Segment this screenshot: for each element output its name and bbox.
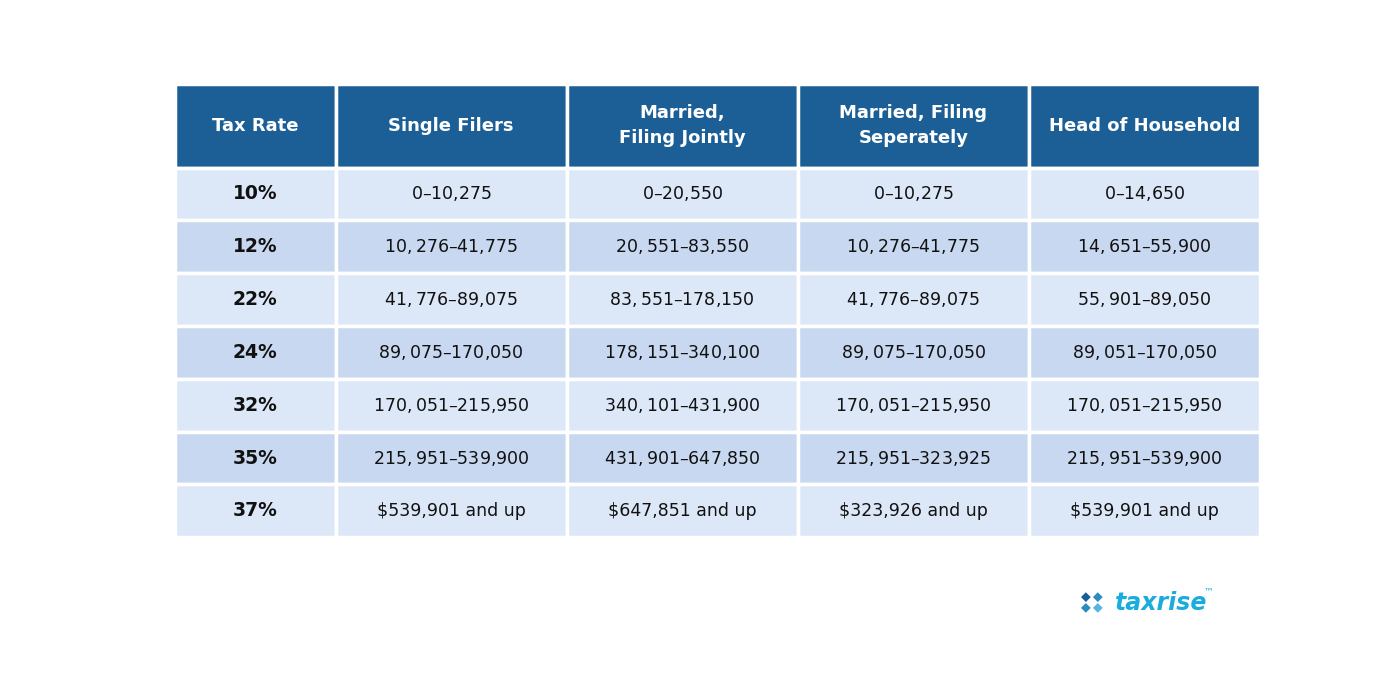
FancyBboxPatch shape xyxy=(175,484,336,538)
FancyBboxPatch shape xyxy=(336,484,567,538)
FancyBboxPatch shape xyxy=(1029,220,1260,273)
Text: $10,276 – $41,775: $10,276 – $41,775 xyxy=(847,237,980,256)
Text: $10,276 – $41,775: $10,276 – $41,775 xyxy=(384,237,518,256)
Text: $0 – $14,650: $0 – $14,650 xyxy=(1103,185,1186,204)
Polygon shape xyxy=(1081,603,1091,612)
Text: $0 – $10,275: $0 – $10,275 xyxy=(410,185,491,204)
FancyBboxPatch shape xyxy=(798,84,1029,167)
Text: Married,
Filing Jointly: Married, Filing Jointly xyxy=(619,104,746,147)
FancyBboxPatch shape xyxy=(336,167,567,220)
FancyBboxPatch shape xyxy=(798,326,1029,379)
Text: Head of Household: Head of Household xyxy=(1049,117,1240,135)
FancyBboxPatch shape xyxy=(175,84,336,167)
Text: $170,051 – $215,950: $170,051 – $215,950 xyxy=(372,395,529,414)
FancyBboxPatch shape xyxy=(798,220,1029,273)
Text: $0 – $10,275: $0 – $10,275 xyxy=(872,185,953,204)
Text: Tax Rate: Tax Rate xyxy=(211,117,298,135)
Text: $89,051 – $170,050: $89,051 – $170,050 xyxy=(1071,343,1217,362)
Text: $215,951 – $539,900: $215,951 – $539,900 xyxy=(372,449,529,468)
Text: $89,075 – $170,050: $89,075 – $170,050 xyxy=(840,343,986,362)
Text: $41,776 – $89,075: $41,776 – $89,075 xyxy=(847,290,980,309)
Text: $41,776 – $89,075: $41,776 – $89,075 xyxy=(384,290,518,309)
Text: $539,901 and up: $539,901 and up xyxy=(377,502,525,520)
FancyBboxPatch shape xyxy=(336,326,567,379)
FancyBboxPatch shape xyxy=(798,273,1029,326)
FancyBboxPatch shape xyxy=(1029,432,1260,484)
Text: $0 – $20,550: $0 – $20,550 xyxy=(641,185,722,204)
Text: $647,851 and up: $647,851 and up xyxy=(608,502,756,520)
FancyBboxPatch shape xyxy=(1029,484,1260,538)
FancyBboxPatch shape xyxy=(1029,273,1260,326)
Text: 37%: 37% xyxy=(232,501,277,520)
Text: 12%: 12% xyxy=(232,237,277,256)
Text: ™: ™ xyxy=(1204,586,1214,596)
Text: $170,051 – $215,950: $170,051 – $215,950 xyxy=(834,395,991,414)
FancyBboxPatch shape xyxy=(567,220,798,273)
FancyBboxPatch shape xyxy=(567,379,798,432)
Text: $340,101 – $431,900: $340,101 – $431,900 xyxy=(603,395,760,414)
FancyBboxPatch shape xyxy=(567,273,798,326)
FancyBboxPatch shape xyxy=(567,326,798,379)
FancyBboxPatch shape xyxy=(336,432,567,484)
Text: $170,051 – $215,950: $170,051 – $215,950 xyxy=(1067,395,1222,414)
FancyBboxPatch shape xyxy=(175,273,336,326)
Text: $14,651 – $55,900: $14,651 – $55,900 xyxy=(1077,237,1211,256)
Text: $215,951 – $323,925: $215,951 – $323,925 xyxy=(836,449,991,468)
Polygon shape xyxy=(1081,592,1091,602)
FancyBboxPatch shape xyxy=(1029,326,1260,379)
FancyBboxPatch shape xyxy=(336,379,567,432)
Text: $20,551 – $83,550: $20,551 – $83,550 xyxy=(615,237,749,256)
FancyBboxPatch shape xyxy=(567,432,798,484)
Text: Married, Filing
Seperately: Married, Filing Seperately xyxy=(840,104,987,147)
FancyBboxPatch shape xyxy=(175,220,336,273)
Text: $83,551 – $178,150: $83,551 – $178,150 xyxy=(609,290,755,309)
Text: 35%: 35% xyxy=(232,449,277,468)
Text: Single Filers: Single Filers xyxy=(388,117,514,135)
FancyBboxPatch shape xyxy=(1029,379,1260,432)
Text: $431,901 – $647,850: $431,901 – $647,850 xyxy=(603,449,760,468)
FancyBboxPatch shape xyxy=(567,167,798,220)
Text: $55,901 – $89,050: $55,901 – $89,050 xyxy=(1077,290,1211,309)
FancyBboxPatch shape xyxy=(567,84,798,167)
Text: $178,151 – $340,100: $178,151 – $340,100 xyxy=(603,343,760,362)
FancyBboxPatch shape xyxy=(336,220,567,273)
Text: taxrise: taxrise xyxy=(1114,591,1207,615)
FancyBboxPatch shape xyxy=(175,167,336,220)
FancyBboxPatch shape xyxy=(175,379,336,432)
FancyBboxPatch shape xyxy=(175,326,336,379)
Text: 24%: 24% xyxy=(232,343,277,362)
FancyBboxPatch shape xyxy=(336,84,567,167)
Text: 10%: 10% xyxy=(232,185,277,204)
FancyBboxPatch shape xyxy=(336,273,567,326)
Text: $539,901 and up: $539,901 and up xyxy=(1070,502,1219,520)
FancyBboxPatch shape xyxy=(798,484,1029,538)
FancyBboxPatch shape xyxy=(567,484,798,538)
Text: $215,951 – $539,900: $215,951 – $539,900 xyxy=(1067,449,1222,468)
FancyBboxPatch shape xyxy=(798,379,1029,432)
FancyBboxPatch shape xyxy=(175,432,336,484)
FancyBboxPatch shape xyxy=(798,167,1029,220)
Text: 22%: 22% xyxy=(232,290,277,309)
Polygon shape xyxy=(1093,592,1103,602)
FancyBboxPatch shape xyxy=(798,432,1029,484)
Text: $323,926 and up: $323,926 and up xyxy=(839,502,988,520)
Text: $89,075 – $170,050: $89,075 – $170,050 xyxy=(378,343,524,362)
FancyBboxPatch shape xyxy=(1029,84,1260,167)
FancyBboxPatch shape xyxy=(1029,167,1260,220)
Text: 32%: 32% xyxy=(232,395,277,414)
Polygon shape xyxy=(1093,603,1103,612)
